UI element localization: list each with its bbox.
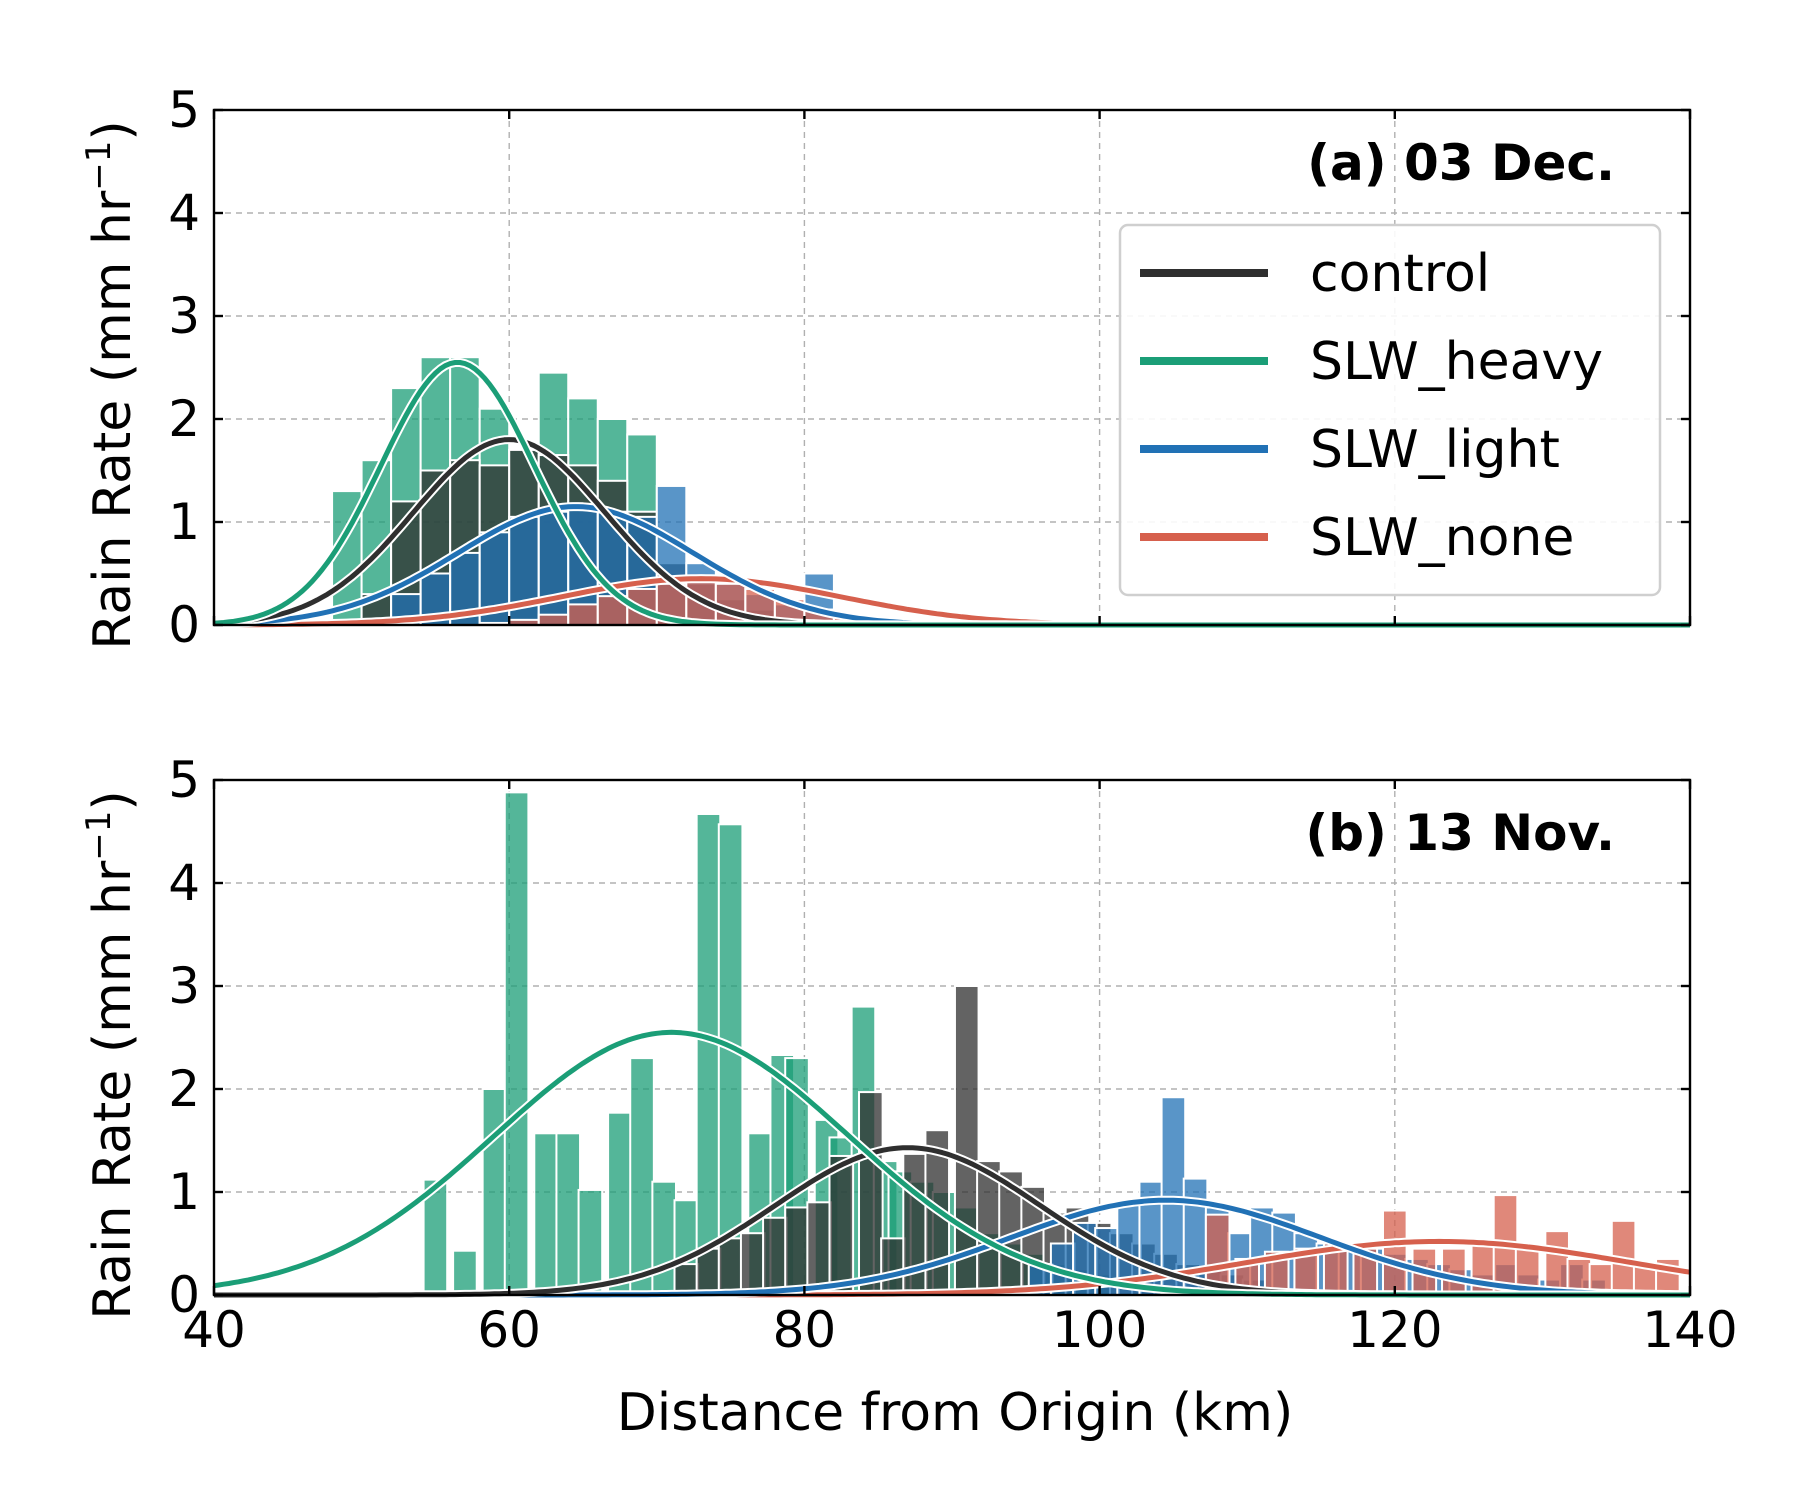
x-tick-label: 100 <box>1052 1301 1147 1359</box>
y-tick-label: 5 <box>168 751 200 809</box>
bar <box>481 1088 508 1296</box>
bar <box>577 1188 604 1296</box>
y-axis-label-b-close: ) <box>83 790 143 810</box>
bar <box>880 1237 906 1296</box>
y-tick-label: 3 <box>168 957 200 1015</box>
x-tick-label: 120 <box>1347 1301 1442 1359</box>
legend-label-slw-light: SLW_light <box>1310 420 1560 480</box>
panel-label-a: (a) 03 Dec. <box>1307 134 1615 192</box>
y-axis-label-a-sup: −1 <box>79 141 119 191</box>
bar <box>452 1249 478 1296</box>
bar <box>533 1132 559 1297</box>
y-tick-label: 4 <box>168 854 200 912</box>
plot-frame <box>212 108 1692 627</box>
bar <box>537 613 570 627</box>
bar <box>828 1154 855 1296</box>
y-tick-label: 0 <box>168 1266 200 1324</box>
legend-label-control: control <box>1310 244 1490 304</box>
bar <box>717 1237 744 1296</box>
y-tick-label: 0 <box>168 596 200 654</box>
panel-a-03-dec: 0 1 2 3 4 5 (a) 03 Dec. <box>168 81 1692 654</box>
y-axis-label-b-sup: −1 <box>79 811 119 861</box>
bar <box>1381 1209 1408 1297</box>
legend-box <box>1118 223 1662 597</box>
panel-b-13-nov: 0 1 2 3 4 5 40 60 80 100 120 140 (b) 13 Nov. <box>168 751 1738 1359</box>
legend-label-slw-none: SLW_none <box>1310 508 1574 568</box>
y-axis-label-a-text: Rain Rate (mm hr <box>83 190 143 650</box>
y-axis-label-a: Rain Rate (mm hr−1) <box>79 120 143 649</box>
plot-frame <box>212 778 1692 1297</box>
y-tick-label: 4 <box>168 184 200 242</box>
x-tick-label: 80 <box>773 1301 837 1359</box>
bar <box>503 791 530 1296</box>
panel-label-b: (b) 13 Nov. <box>1305 804 1615 862</box>
bar <box>555 1132 582 1297</box>
bar <box>629 1057 655 1296</box>
legend: control SLW_heavy SLW_light SLW_none <box>1118 223 1662 597</box>
bar <box>607 1111 633 1296</box>
y-axis-label-a-close: ) <box>83 120 143 140</box>
y-tick-label: 1 <box>168 493 200 551</box>
y-tick-label: 1 <box>168 1163 200 1221</box>
bar <box>858 1091 884 1296</box>
bar <box>695 812 722 1296</box>
y-tick-label: 2 <box>168 390 200 448</box>
x-tick-label: 40 <box>182 1301 246 1359</box>
bar <box>806 1201 832 1297</box>
x-tick-label: 140 <box>1642 1301 1737 1359</box>
bar <box>651 1180 677 1296</box>
bar <box>784 1206 810 1296</box>
y-tick-label: 3 <box>168 287 200 345</box>
legend-label-slw-heavy: SLW_heavy <box>1310 332 1603 392</box>
y-tick-label: 2 <box>168 1060 200 1118</box>
x-tick-label: 60 <box>477 1301 541 1359</box>
bar <box>739 1232 766 1296</box>
bar <box>1544 1230 1570 1297</box>
y-axis-label-b: Rain Rate (mm hr−1) <box>79 790 143 1319</box>
y-axis-label-b-text: Rain Rate (mm hr <box>83 860 143 1320</box>
x-axis-label: Distance from Origin (km) <box>617 1383 1293 1443</box>
bar <box>762 1216 788 1296</box>
y-tick-label: 5 <box>168 81 200 139</box>
bar <box>567 603 599 627</box>
